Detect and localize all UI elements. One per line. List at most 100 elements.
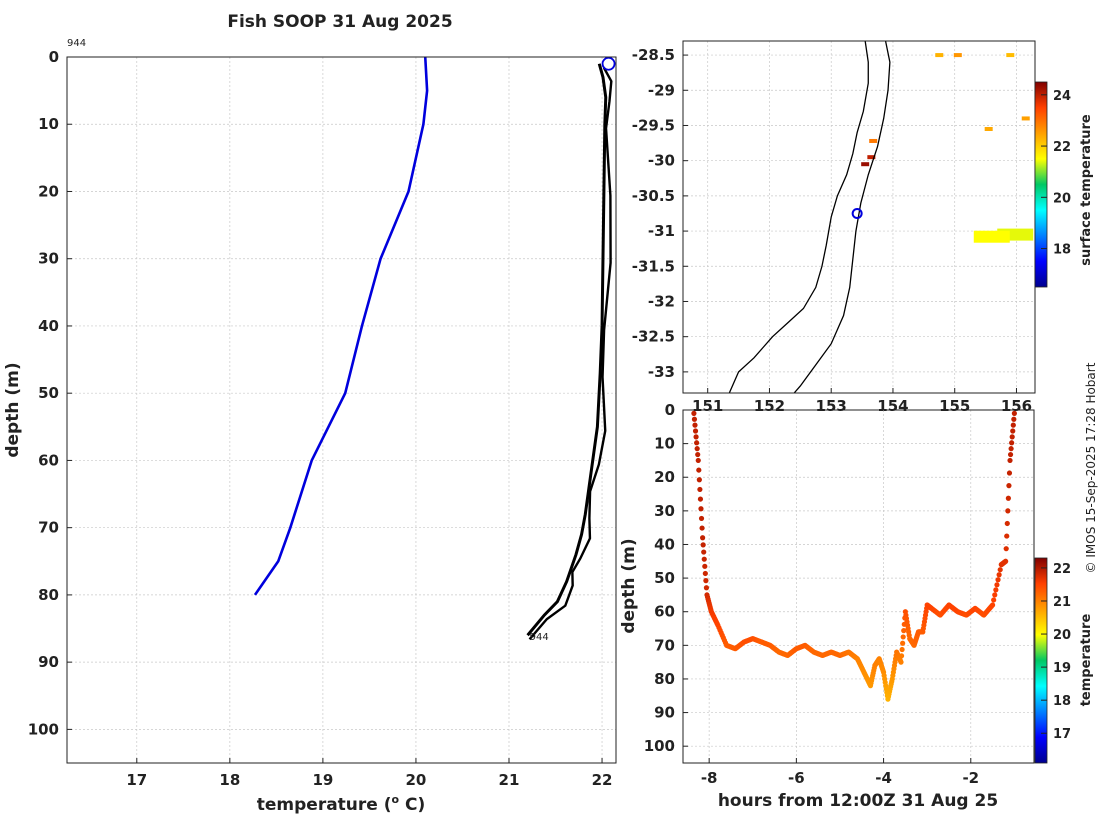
time-depth-point — [696, 477, 702, 483]
sst-patch — [861, 162, 870, 167]
time-y-tick-label: 70 — [654, 636, 675, 654]
time-y-tick-label: 80 — [654, 670, 675, 688]
profile-series-group — [253, 57, 616, 641]
profile-x-axis-label: temperature (o C) — [257, 793, 426, 815]
profile-series-line-1 — [526, 63, 608, 637]
sst-patch — [1006, 53, 1015, 58]
profile-surface-marker — [601, 57, 616, 71]
time-y-axis-label: depth (m) — [619, 538, 639, 633]
map-shelf-contour — [793, 41, 891, 393]
time-depth-panel: -8 -6 -4 -2 0 10 20 30 40 50 60 70 80 90 100 hours fr… — [619, 401, 1094, 811]
map-x-tick-label: 154 — [877, 397, 908, 415]
map-y-tick-label: -30.5 — [632, 187, 675, 205]
time-depth-point — [1008, 446, 1014, 452]
map-y-tick-label: -31 — [648, 222, 675, 240]
sst-patch — [867, 155, 876, 160]
map-y-ticks: -28.5 -29 -29.5 -30 -30.5 -31 -31.5 -32 -32.5 -33 — [632, 46, 688, 381]
time-depth-point — [691, 410, 697, 416]
profile-y-tick-label: 100 — [28, 720, 59, 738]
map-x-tick-label: 151 — [692, 397, 723, 415]
time-depth-point — [995, 577, 1001, 583]
time-x-tick-label: -2 — [962, 769, 979, 787]
time-depth-point — [692, 422, 698, 428]
time-y-tick-label: 10 — [654, 435, 675, 453]
time-depth-point — [898, 653, 905, 659]
map-y-tick-label: -28.5 — [632, 46, 675, 64]
time-depth-point — [994, 582, 1000, 588]
time-depth-point — [1005, 495, 1011, 501]
time-depth-point — [694, 446, 700, 452]
map-content — [728, 41, 1034, 393]
time-grid — [683, 409, 1034, 763]
time-depth-point — [694, 440, 700, 446]
profile-y-tick-label: 20 — [38, 182, 59, 200]
time-depth-point — [992, 592, 998, 598]
time-depth-point — [697, 496, 704, 502]
time-y-tick-label: 0 — [665, 401, 675, 419]
map-x-ticks: 151 152 153 154 155 156 — [692, 388, 1032, 415]
map-panel: 151 152 153 154 155 156 -28.5-29-29.5-30-30.5… — [632, 40, 1094, 415]
time-depth-point — [703, 578, 709, 584]
time-depth-point — [697, 486, 703, 493]
time-depth-point — [696, 467, 702, 473]
map-colorbar-tick-label: 20 — [1053, 191, 1071, 206]
profile-x-ticks: 17 18 19 20 21 22 — [126, 758, 612, 789]
sst-patch — [935, 53, 944, 58]
time-depth-point — [695, 451, 701, 458]
time-depth-point — [996, 572, 1002, 578]
time-colorbar-tick-label: 22 — [1053, 562, 1071, 577]
sst-patch — [973, 230, 1010, 243]
profile-annotation-top: 944 — [67, 38, 86, 49]
time-depth-point — [698, 506, 704, 512]
time-colorbar-ticks: 17 18 19 20 21 22 — [1041, 562, 1071, 742]
time-y-tick-label: 20 — [654, 468, 675, 486]
time-depth-point — [1003, 558, 1009, 564]
time-depth-point — [997, 567, 1003, 573]
map-colorbar — [1034, 81, 1048, 288]
time-depth-point — [1006, 470, 1013, 476]
profile-y-tick-label: 10 — [38, 115, 59, 133]
time-y-tick-label: 60 — [654, 603, 675, 621]
time-depth-point — [1011, 410, 1017, 416]
time-y-tick-label: 50 — [654, 569, 675, 587]
map-x-tick-label: 152 — [754, 397, 785, 415]
profile-x-tick-label: 18 — [219, 771, 240, 789]
map-x-tick-label: 153 — [816, 397, 847, 415]
time-y-tick-label: 100 — [644, 737, 675, 755]
map-y-tick-label: -33 — [648, 363, 675, 381]
profile-x-tick-label: 19 — [312, 771, 333, 789]
time-depth-point — [1010, 428, 1016, 434]
time-x-ticks: -8 -6 -4 -2 — [701, 758, 979, 787]
time-depth-point — [1003, 546, 1009, 552]
map-station-marker — [851, 207, 863, 219]
profile-annotation-bottom: 944 — [530, 632, 549, 643]
time-depth-point — [1005, 508, 1011, 514]
time-depth-point — [691, 416, 698, 422]
time-colorbar-tick-label: 17 — [1053, 727, 1071, 742]
time-depth-point — [693, 434, 699, 440]
map-colorbar-tick-label: 22 — [1053, 140, 1071, 155]
time-x-axis-label: hours from 12:00Z 31 Aug 25 — [718, 791, 998, 811]
time-y-tick-label: 90 — [654, 704, 675, 722]
time-colorbar-tick-label: 19 — [1053, 661, 1071, 676]
time-depth-point — [993, 587, 999, 593]
sst-patch — [953, 53, 962, 58]
time-depth-point — [702, 563, 708, 569]
time-depth-point — [1011, 416, 1017, 422]
time-depth-point — [991, 597, 997, 603]
time-depth-point — [900, 640, 906, 646]
time-depth-point — [1006, 483, 1012, 489]
time-depth-point — [701, 556, 707, 562]
time-depth-point — [899, 646, 905, 653]
map-y-tick-label: -29 — [648, 81, 675, 99]
time-depth-point — [1004, 533, 1010, 539]
profile-y-tick-label: 30 — [38, 250, 59, 268]
map-colorbar-label: surface temperature — [1079, 114, 1094, 266]
time-depth-point — [699, 525, 705, 531]
time-depth-point — [1009, 434, 1015, 440]
time-points-group — [691, 410, 1017, 702]
map-y-tick-label: -32.5 — [632, 328, 675, 346]
profile-panel: 17 18 19 20 21 22 0 10 20 30 40 50 60 70 80 90 100 temp… — [3, 38, 617, 815]
time-depth-point — [1007, 457, 1013, 464]
